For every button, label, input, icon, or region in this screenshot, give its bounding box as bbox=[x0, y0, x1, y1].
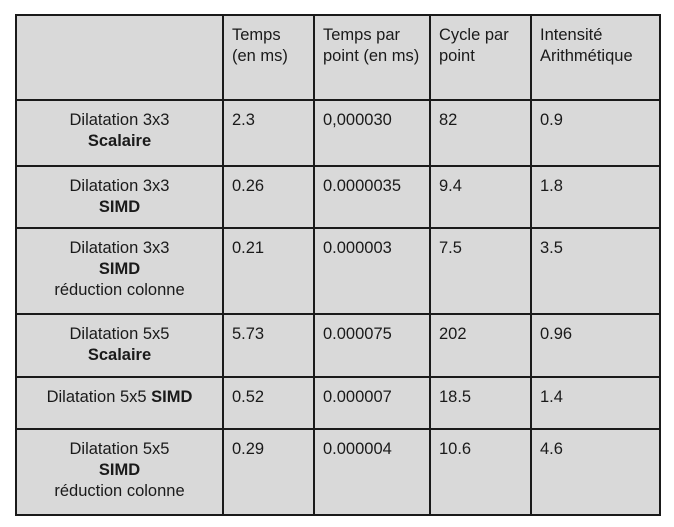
table-row: Dilatation 5x5 Scalaire 5.73 0.000075 20… bbox=[15, 313, 661, 378]
cell-intensite: 1.4 bbox=[530, 376, 661, 430]
row-label-cell: Dilatation 5x5 SIMD réduction colonne bbox=[15, 428, 224, 516]
cell-cycle-par-point: 7.5 bbox=[429, 227, 532, 315]
row-label-bold: SIMD bbox=[98, 260, 141, 278]
row-label-bold: SIMD bbox=[151, 388, 193, 406]
row-label-cell: Dilatation 3x3 SIMD réduction colonne bbox=[15, 227, 224, 315]
table-row: Dilatation 5x5 SIMD réduction colonne 0.… bbox=[15, 428, 661, 516]
row-label-text: Dilatation 3x3 bbox=[69, 239, 170, 257]
row-label-text: Dilatation 3x3 bbox=[69, 177, 170, 195]
cell-cycle-par-point: 18.5 bbox=[429, 376, 532, 430]
row-label-cell: Dilatation 5x5 SIMD bbox=[15, 376, 224, 430]
cell-temps-par-point: 0,000030 bbox=[313, 99, 431, 167]
cell-temps-par-point: 0.000075 bbox=[313, 313, 431, 378]
table-row: Dilatation 3x3 SIMD réduction colonne 0.… bbox=[15, 227, 661, 315]
cell-temps: 0.26 bbox=[222, 165, 315, 229]
row-label-subtext: réduction colonne bbox=[54, 281, 185, 299]
header-cell-cycle-par-point: Cycle par point bbox=[429, 14, 532, 101]
cell-intensite: 0.96 bbox=[530, 313, 661, 378]
table-row: Dilatation 3x3 Scalaire 2.3 0,000030 82 … bbox=[15, 99, 661, 167]
cell-cycle-par-point: 10.6 bbox=[429, 428, 532, 516]
cell-temps: 0.29 bbox=[222, 428, 315, 516]
row-label-text: Dilatation 5x5 bbox=[46, 388, 147, 406]
cell-temps-par-point: 0.000003 bbox=[313, 227, 431, 315]
cell-intensite: 0.9 bbox=[530, 99, 661, 167]
results-table: Temps (en ms) Temps par point (en ms) Cy… bbox=[15, 14, 661, 516]
row-label-bold: Scalaire bbox=[87, 132, 152, 150]
header-row: Temps (en ms) Temps par point (en ms) Cy… bbox=[15, 14, 661, 101]
cell-cycle-par-point: 82 bbox=[429, 99, 532, 167]
header-cell-temps-par-point: Temps par point (en ms) bbox=[313, 14, 431, 101]
cell-temps: 2.3 bbox=[222, 99, 315, 167]
table-row: Dilatation 5x5 SIMD 0.52 0.000007 18.5 1… bbox=[15, 376, 661, 430]
cell-intensite: 3.5 bbox=[530, 227, 661, 315]
row-label-subtext: réduction colonne bbox=[54, 482, 185, 500]
header-cell-temps: Temps (en ms) bbox=[222, 14, 315, 101]
cell-temps-par-point: 0.000004 bbox=[313, 428, 431, 516]
cell-cycle-par-point: 9.4 bbox=[429, 165, 532, 229]
cell-temps: 0.52 bbox=[222, 376, 315, 430]
header-cell-intensite-arithmetique: Intensité Arithmétique bbox=[530, 14, 661, 101]
header-cell-empty bbox=[15, 14, 224, 101]
cell-temps: 0.21 bbox=[222, 227, 315, 315]
cell-temps-par-point: 0.0000035 bbox=[313, 165, 431, 229]
row-label-bold: SIMD bbox=[98, 461, 141, 479]
cell-temps-par-point: 0.000007 bbox=[313, 376, 431, 430]
row-label-text: Dilatation 5x5 bbox=[69, 325, 170, 343]
row-label-cell: Dilatation 3x3 SIMD bbox=[15, 165, 224, 229]
row-label-cell: Dilatation 5x5 Scalaire bbox=[15, 313, 224, 378]
cell-intensite: 4.6 bbox=[530, 428, 661, 516]
row-label-bold: SIMD bbox=[98, 198, 141, 216]
row-label-bold: Scalaire bbox=[87, 346, 152, 364]
row-label-cell: Dilatation 3x3 Scalaire bbox=[15, 99, 224, 167]
cell-cycle-par-point: 202 bbox=[429, 313, 532, 378]
table-row: Dilatation 3x3 SIMD 0.26 0.0000035 9.4 1… bbox=[15, 165, 661, 229]
cell-intensite: 1.8 bbox=[530, 165, 661, 229]
row-label-text: Dilatation 5x5 bbox=[69, 440, 170, 458]
cell-temps: 5.73 bbox=[222, 313, 315, 378]
row-label-text: Dilatation 3x3 bbox=[69, 111, 170, 129]
